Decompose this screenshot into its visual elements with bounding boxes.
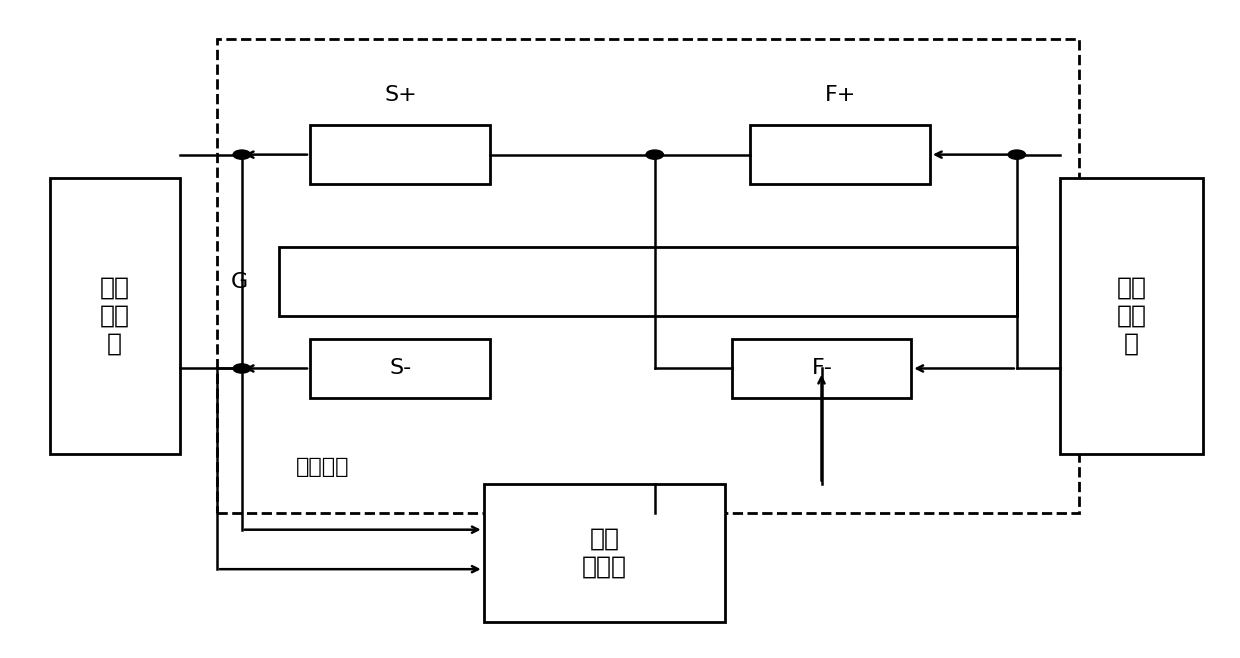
- Circle shape: [1008, 150, 1025, 159]
- Text: 检测机构: 检测机构: [295, 457, 350, 477]
- Circle shape: [233, 364, 250, 373]
- Bar: [50, 178, 180, 454]
- Bar: [1060, 178, 1203, 454]
- Text: G: G: [231, 272, 248, 291]
- Circle shape: [646, 150, 663, 159]
- Text: F+: F+: [825, 86, 857, 105]
- Bar: [310, 125, 490, 184]
- Bar: [279, 247, 1017, 316]
- Bar: [310, 339, 490, 398]
- Text: 前置
放大
器: 前置 放大 器: [99, 276, 130, 355]
- Circle shape: [233, 150, 250, 159]
- Bar: [732, 339, 911, 398]
- Text: 刚度
调节器: 刚度 调节器: [582, 527, 627, 578]
- Bar: [217, 39, 1079, 513]
- Bar: [484, 484, 725, 622]
- Text: S+: S+: [384, 86, 417, 105]
- Bar: [750, 125, 930, 184]
- Text: 力矩
变换
器: 力矩 变换 器: [1116, 276, 1147, 355]
- Text: F-: F-: [812, 359, 832, 378]
- Text: S-: S-: [389, 359, 412, 378]
